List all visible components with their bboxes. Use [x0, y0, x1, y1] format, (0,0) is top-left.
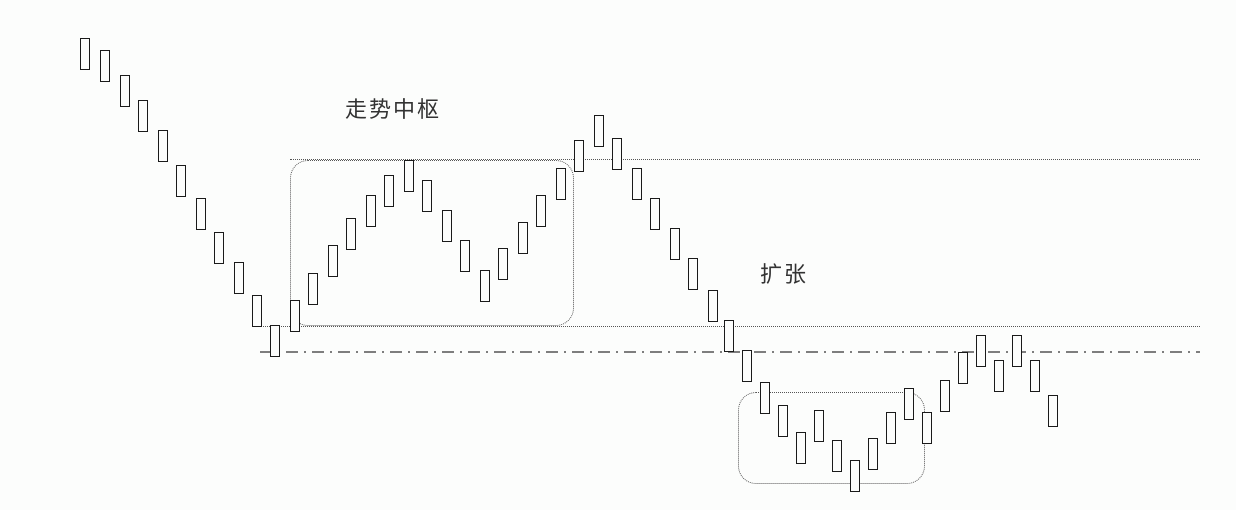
candle	[940, 380, 950, 412]
candle	[308, 273, 318, 305]
candle	[80, 38, 90, 70]
candle	[234, 262, 244, 294]
dashdot-line	[0, 0, 1236, 510]
candle	[328, 245, 338, 277]
candle	[460, 240, 470, 272]
candle	[688, 258, 698, 290]
candle	[814, 410, 824, 442]
candle	[120, 75, 130, 107]
candle	[556, 168, 566, 200]
candle	[196, 198, 206, 230]
candle	[632, 168, 642, 200]
candle	[176, 165, 186, 197]
candle	[650, 198, 660, 230]
candle	[270, 325, 280, 357]
candle	[290, 300, 300, 332]
candle	[384, 175, 394, 207]
candle	[536, 195, 546, 227]
candle	[138, 100, 148, 132]
candle	[574, 140, 584, 172]
candle	[100, 50, 110, 82]
candle	[724, 320, 734, 352]
candle	[404, 160, 414, 192]
candle	[422, 180, 432, 212]
label-expand: 扩张	[760, 257, 808, 289]
candle	[1012, 335, 1022, 367]
candle	[480, 270, 490, 302]
candle	[958, 352, 968, 384]
candle	[778, 405, 788, 437]
candle	[158, 130, 168, 162]
candle	[498, 248, 508, 280]
candle	[366, 195, 376, 227]
candle	[708, 290, 718, 322]
pivot-zone-box	[290, 160, 574, 326]
candle	[670, 228, 680, 260]
candle	[886, 412, 896, 444]
chart-canvas: 走势中枢 扩张	[0, 0, 1236, 510]
candle	[760, 382, 770, 414]
candle	[850, 460, 860, 492]
candle	[518, 222, 528, 254]
candle	[346, 218, 356, 250]
candle	[1030, 360, 1040, 392]
candle	[594, 115, 604, 147]
candle	[868, 438, 878, 470]
candle	[904, 388, 914, 420]
candle	[612, 138, 622, 170]
candle	[252, 295, 262, 327]
label-pivot: 走势中枢	[345, 92, 441, 124]
candle	[214, 232, 224, 264]
candle	[832, 440, 842, 472]
candle	[1048, 395, 1058, 427]
candle	[796, 432, 806, 464]
candle	[994, 360, 1004, 392]
candle	[742, 350, 752, 382]
candle	[442, 210, 452, 242]
candle	[976, 335, 986, 367]
candle	[922, 412, 932, 444]
